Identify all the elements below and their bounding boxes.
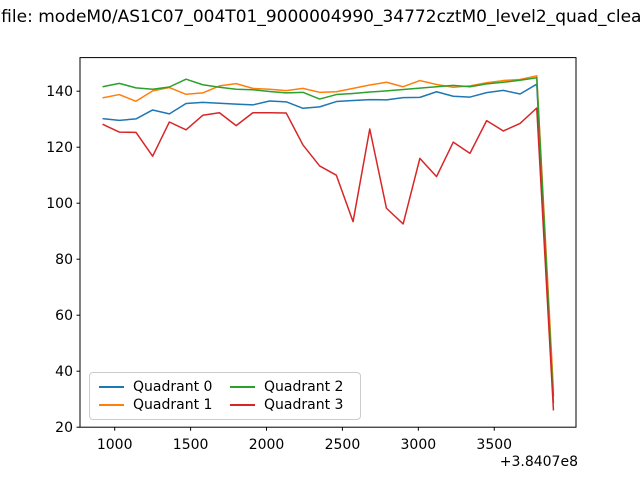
legend-label: Quadrant 2 [264,379,344,395]
series-line-quadrant-0 [102,83,555,397]
x-axis-tick-label: 3500 [476,437,512,453]
legend-line-swatch-quadrant-3 [230,404,255,406]
legend-item: Quadrant 1 [99,397,220,413]
legend-item: Quadrant 2 [230,379,351,395]
legend: Quadrant 0 Quadrant 1 Quadrant 2 Quadran… [89,372,361,420]
x-axis-offset-label: +3.8407e8 [500,454,578,470]
y-axis-tick-label: 20 [55,420,73,436]
chart-title: Data file: modeM0/AS1C07_004T01_90000049… [0,7,640,27]
y-axis-tick-label: 80 [55,252,73,268]
y-axis-tick-label: 140 [46,84,73,100]
y-axis-tick-label: 100 [46,196,73,212]
legend-item: Quadrant 3 [230,397,351,413]
series-line-quadrant-2 [102,77,555,404]
y-axis-tick-label: 60 [55,308,73,324]
y-axis-tick-label: 40 [55,364,73,380]
series-line-quadrant-3 [102,107,555,411]
x-axis-tick-label: 2500 [325,437,361,453]
x-axis-tick-label: 1500 [173,437,209,453]
y-axis-tick-label: 120 [46,140,73,156]
x-axis-tick-label: 1000 [97,437,133,453]
x-axis-tick-label: 3000 [401,437,437,453]
x-axis-tick-label: 2000 [249,437,285,453]
legend-label: Quadrant 1 [133,397,213,413]
legend-line-swatch-quadrant-2 [230,386,255,388]
legend-label: Quadrant 3 [264,397,344,413]
legend-label: Quadrant 0 [133,379,213,395]
legend-item: Quadrant 0 [99,379,220,395]
legend-line-swatch-quadrant-0 [99,386,124,388]
axes-frame [79,57,577,428]
series-line-quadrant-1 [102,75,555,391]
legend-line-swatch-quadrant-1 [99,404,124,406]
